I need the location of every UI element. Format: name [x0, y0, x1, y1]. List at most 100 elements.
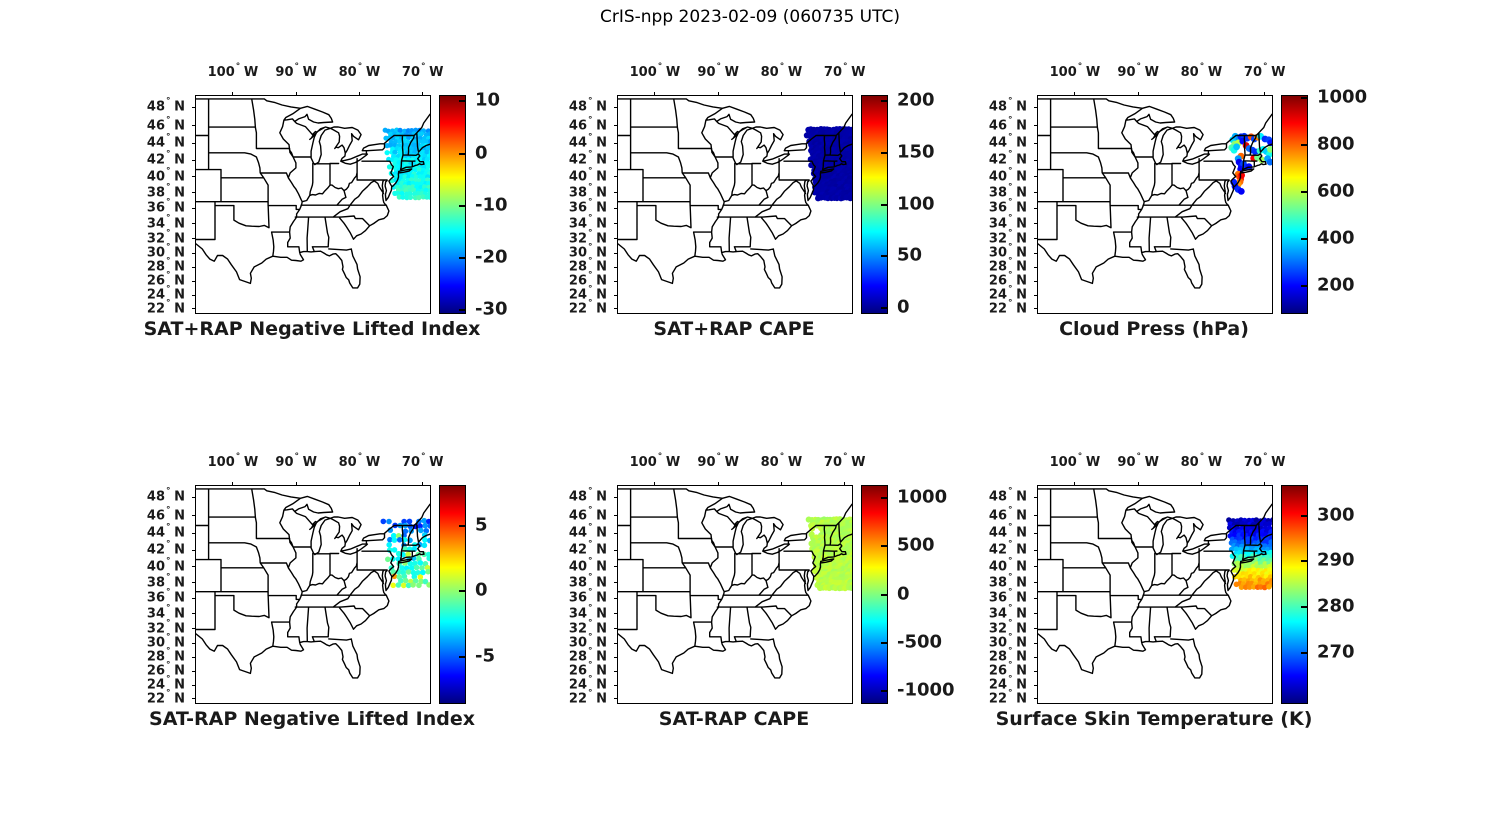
lat-tick-label: 36° N — [146, 197, 185, 216]
colorbar-tick-mark — [459, 100, 465, 103]
lat-tick-mark — [614, 628, 617, 629]
lat-tick-label: 30° N — [568, 632, 607, 651]
data-point — [407, 560, 414, 567]
lat-tick-mark — [192, 308, 195, 310]
colorbar-tick-mark — [1301, 97, 1307, 100]
data-point — [1238, 584, 1245, 590]
lat-tick-label: 22° N — [568, 688, 607, 707]
colorbar-tick-mark — [1301, 651, 1307, 654]
data-point — [1266, 158, 1272, 166]
data-point — [416, 167, 422, 173]
data-point — [420, 139, 426, 145]
degree-symbol: ° — [1008, 132, 1013, 143]
lat-tick-mark — [192, 252, 195, 254]
lat-tick-label: 34° N — [146, 213, 185, 232]
longitude-axis: 100° W 90° W 80° W 70° W — [617, 452, 866, 477]
degree-symbol: ° — [166, 96, 171, 107]
lat-tick-label: 38° N — [146, 572, 185, 591]
colorbar-tick-mark — [881, 593, 887, 596]
lat-tick-label: 36° N — [146, 587, 185, 606]
lat-tick-label: 46° N — [146, 505, 185, 524]
data-point — [418, 527, 424, 534]
colorbar-tick-label: -500 — [897, 631, 943, 653]
lat-tick-mark — [192, 192, 195, 194]
lat-tick-mark — [614, 280, 617, 282]
colorbar-tick-mark — [881, 203, 887, 206]
colorbar-tick-label: 300 — [1317, 504, 1355, 526]
lon-tick-label: 100° W — [629, 62, 681, 80]
lat-tick-mark — [1034, 613, 1037, 615]
data-point — [848, 584, 852, 591]
lat-tick-label: 28° N — [146, 646, 185, 665]
lat-tick-mark — [614, 670, 617, 672]
data-point — [1261, 584, 1268, 591]
lat-tick-label: 34° N — [568, 213, 607, 232]
lat-tick-mark — [614, 207, 617, 209]
colorbar-tick-mark — [459, 656, 465, 658]
degree-symbol: ° — [166, 556, 171, 567]
lat-tick-label: 42° N — [568, 149, 607, 168]
data-point — [407, 194, 414, 200]
lat-tick-label: 44° N — [568, 522, 607, 541]
lat-tick-mark — [614, 642, 617, 644]
lat-tick-label: 24° N — [568, 284, 607, 303]
degree-symbol: ° — [1008, 149, 1013, 160]
figure-title: CrIS-npp 2023-02-09 (060735 UTC) — [599, 7, 901, 27]
colorbar-tick-label: 600 — [1317, 180, 1355, 202]
panel-title: SAT-RAP Negative Lifted Index — [149, 708, 475, 730]
degree-symbol: ° — [588, 166, 593, 177]
lat-tick-label: 24° N — [146, 674, 185, 693]
data-point — [427, 523, 430, 529]
colorbar-tick-label: 200 — [1317, 274, 1355, 296]
lat-tick-label: 44° N — [146, 522, 185, 541]
data-point — [416, 195, 422, 201]
data-point — [400, 194, 406, 200]
lon-tick-mark — [717, 482, 719, 485]
colorbar — [1281, 95, 1308, 314]
degree-symbol: ° — [588, 242, 593, 253]
lat-tick-mark — [1034, 628, 1037, 629]
data-point — [425, 163, 430, 169]
lat-tick-label: 46° N — [988, 115, 1027, 134]
data-point — [406, 180, 412, 186]
colorbar-tick-label: 1000 — [1317, 86, 1368, 108]
map-area — [1037, 95, 1273, 314]
degree-symbol: ° — [166, 646, 171, 657]
colorbar-tick-label: 10 — [475, 89, 501, 111]
data-point — [384, 150, 390, 156]
data-point — [421, 517, 427, 524]
degree-symbol: ° — [235, 62, 241, 72]
data-point — [399, 565, 405, 571]
panel-sat-minus-rap-cape: 100° W 90° W 80° W 70° W 48° N 46° N 44° N 42°… — [569, 452, 955, 730]
degree-symbol: ° — [588, 270, 593, 281]
degree-symbol: ° — [166, 270, 171, 281]
lat-tick-mark — [1034, 142, 1037, 144]
degree-symbol: ° — [1008, 660, 1013, 671]
degree-symbol: ° — [1008, 166, 1013, 177]
data-point — [1266, 521, 1272, 527]
lat-tick-mark — [192, 532, 195, 534]
degree-symbol: ° — [357, 452, 363, 462]
degree-symbol: ° — [1077, 62, 1083, 72]
data-point — [417, 560, 424, 566]
data-point — [397, 127, 403, 133]
latitude-axis: 48° N 46° N 44° N 42° N 40° N 38° N 36° N 34° N… — [129, 95, 189, 316]
lat-tick-mark — [614, 238, 617, 239]
lon-tick-label: 90° W — [275, 62, 317, 80]
data-point — [390, 582, 396, 589]
data-point — [1237, 188, 1245, 195]
lat-tick-label: 32° N — [988, 618, 1027, 636]
lat-tick-label: 34° N — [988, 603, 1027, 622]
degree-symbol: ° — [588, 572, 593, 583]
panel-title: SAT-RAP CAPE — [658, 708, 810, 730]
lat-tick-label: 22° N — [988, 688, 1027, 707]
lat-tick-label: 48° N — [568, 486, 607, 505]
degree-symbol: ° — [235, 452, 241, 462]
lat-tick-mark — [614, 294, 617, 296]
lon-tick-label: 70° W — [823, 62, 866, 80]
degree-symbol: ° — [588, 284, 593, 295]
degree-symbol: ° — [1008, 674, 1013, 685]
lon-tick-mark — [1200, 482, 1202, 485]
lon-tick-label: 70° W — [1243, 62, 1286, 80]
lat-tick-mark — [1034, 238, 1037, 239]
